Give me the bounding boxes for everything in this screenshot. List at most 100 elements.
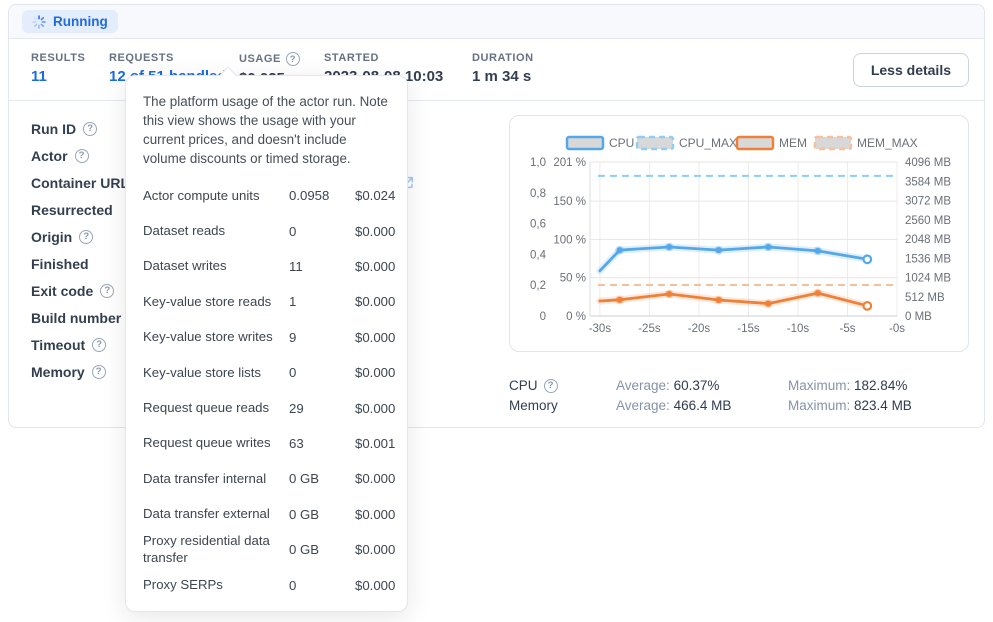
normalized-axis-tick: 1,0: [530, 157, 546, 169]
usage-row-cost: $0.000: [355, 400, 396, 416]
data-point: [814, 290, 821, 297]
stat-requests-label: REQUESTS: [109, 52, 174, 64]
x-axis-tick: -5s: [839, 323, 855, 335]
cpu-average-value: 60.37%: [673, 378, 720, 393]
x-axis-tick: -15s: [737, 323, 760, 335]
field-row-exit-code: Exit code: [9, 277, 489, 304]
usage-row-cost: $0.000: [355, 294, 396, 310]
stat-results: RESULTS 11: [31, 52, 85, 85]
help-icon[interactable]: [91, 364, 106, 379]
data-point: [666, 291, 673, 298]
data-point: [715, 297, 722, 304]
run-fields: Run ID Actor Container URL Resurrected Origi…: [9, 115, 489, 385]
usage-chart-card: 1,0 0,8 0,6 0,4 0,2 0 201 % 150 % 100 % 50 % 0 % 40…: [509, 115, 969, 352]
usage-help-icon[interactable]: [285, 52, 300, 66]
mb-axis-tick: 1024 MB: [905, 273, 951, 285]
usage-row: Dataset reads 0 $0.000: [139, 214, 395, 249]
normalized-axis-tick: 0: [540, 311, 546, 323]
normalized-axis-tick: 0,8: [530, 188, 546, 200]
usage-row: Proxy residential data transfer 0 GB $0.00…: [139, 532, 395, 567]
percent-axis-tick: 50 %: [560, 273, 586, 285]
help-icon[interactable]: [79, 229, 94, 244]
legend-swatch-cpu: [565, 135, 605, 151]
help-icon[interactable]: [100, 283, 115, 298]
chart-legend: CPU CPU_MAX MEM MEM_MAX: [565, 135, 918, 151]
x-axis-tick: -30s: [589, 323, 612, 335]
cpu-stats-label: CPU: [509, 378, 538, 393]
field-label-resurrected: Resurrected: [31, 201, 113, 218]
field-row-timeout: Timeout: [9, 331, 489, 358]
stat-results-value[interactable]: 11: [31, 68, 47, 85]
normalized-axis-tick: 0,6: [530, 219, 546, 231]
normalized-axis-tick: 0,4: [530, 249, 547, 261]
usage-row-value: 9: [289, 329, 297, 345]
usage-row-value: 63: [289, 436, 304, 452]
memory-maximum-label: Maximum:: [788, 398, 851, 413]
field-label-actor: Actor: [31, 147, 68, 164]
legend-label-cpu_max: CPU_MAX: [679, 136, 737, 150]
field-label-finished: Finished: [31, 255, 89, 272]
help-icon[interactable]: [92, 337, 107, 352]
field-row-memory: Memory: [9, 358, 489, 385]
usage-tooltip: The platform usage of the actor run. Not…: [125, 66, 408, 612]
less-details-button[interactable]: Less details: [852, 52, 969, 87]
usage-row-label: Key-value store writes: [143, 329, 273, 345]
mb-axis-tick: 3072 MB: [905, 196, 951, 208]
help-icon[interactable]: [83, 121, 98, 136]
mb-axis-tick: 2048 MB: [905, 234, 951, 246]
usage-row-value: 0: [289, 365, 297, 381]
details-section: Run ID Actor Container URL Resurrected Origi…: [9, 101, 984, 427]
usage-row-label: Data transfer external: [143, 506, 270, 522]
field-label-origin: Origin: [31, 228, 73, 245]
legend-label-cpu: CPU: [609, 136, 634, 150]
memory-stats-label: Memory: [509, 398, 558, 413]
legend-label-mem: MEM: [779, 136, 807, 150]
legend-swatch-mem_max: [813, 135, 853, 151]
usage-row-cost: $0.000: [355, 329, 396, 345]
usage-row-cost: $0.000: [355, 365, 396, 381]
data-point: [862, 300, 873, 311]
stat-results-label: RESULTS: [31, 52, 86, 64]
memory-maximum-value: 823.4 MB: [854, 398, 912, 413]
chart-grid: [589, 161, 898, 317]
field-row-resurrected: Resurrected: [9, 196, 489, 223]
memory-stats-row: Memory Average: 466.4 MB Maximum: 823.4 …: [509, 396, 969, 416]
field-row-run-id: Run ID: [9, 115, 489, 142]
usage-row-value: 0 GB: [289, 506, 320, 522]
status-label: Running: [53, 14, 108, 29]
field-label-container-url: Container URL: [31, 174, 129, 191]
status-badge: Running: [22, 10, 118, 33]
chart-stats: CPU Average: 60.37% Maximum: 182.84% Mem…: [509, 376, 969, 416]
field-row-finished: Finished: [9, 250, 489, 277]
usage-row-label: Dataset reads: [143, 222, 226, 238]
field-label-memory: Memory: [31, 363, 85, 380]
usage-row-label: Key-value store lists: [143, 364, 261, 380]
usage-row-cost: $0.001: [355, 436, 396, 452]
series-cpu: [596, 242, 873, 275]
usage-row-cost: $0.000: [355, 542, 396, 558]
percent-axis-tick: 201 %: [553, 157, 586, 169]
percent-axis-tick: 0 %: [566, 311, 586, 323]
data-point: [616, 247, 623, 254]
usage-row-label: Request queue reads: [143, 399, 270, 415]
x-axis-tick: -20s: [688, 323, 711, 335]
cpu-help-icon[interactable]: [543, 379, 558, 393]
usage-row-value: 11: [289, 259, 303, 275]
mb-axis-tick: 4096 MB: [905, 157, 951, 169]
data-point: [616, 296, 623, 303]
usage-row: Actor compute units 0.0958 $0.024: [139, 178, 395, 213]
field-label-timeout: Timeout: [31, 336, 86, 353]
help-icon[interactable]: [74, 148, 89, 163]
usage-row: Key-value store writes 9 $0.000: [139, 320, 395, 355]
stat-duration-label: DURATION: [472, 52, 534, 64]
usage-row-cost: $0.000: [355, 259, 396, 275]
normalized-axis-tick: 0,2: [530, 280, 546, 292]
memory-average-value: 466.4 MB: [673, 398, 732, 413]
stat-started-label: STARTED: [324, 52, 379, 64]
usage-row-label: Proxy SERPs: [143, 576, 223, 592]
mb-axis-tick: 3584 MB: [905, 176, 951, 188]
usage-chart: 1,0 0,8 0,6 0,4 0,2 0 201 % 150 % 100 % 50 % 0 % 40…: [530, 135, 951, 335]
usage-row: Data transfer external 0 GB $0.000: [139, 497, 395, 532]
usage-row: Request queue writes 63 $0.001: [139, 426, 395, 461]
usage-row-value: 0: [289, 577, 297, 593]
